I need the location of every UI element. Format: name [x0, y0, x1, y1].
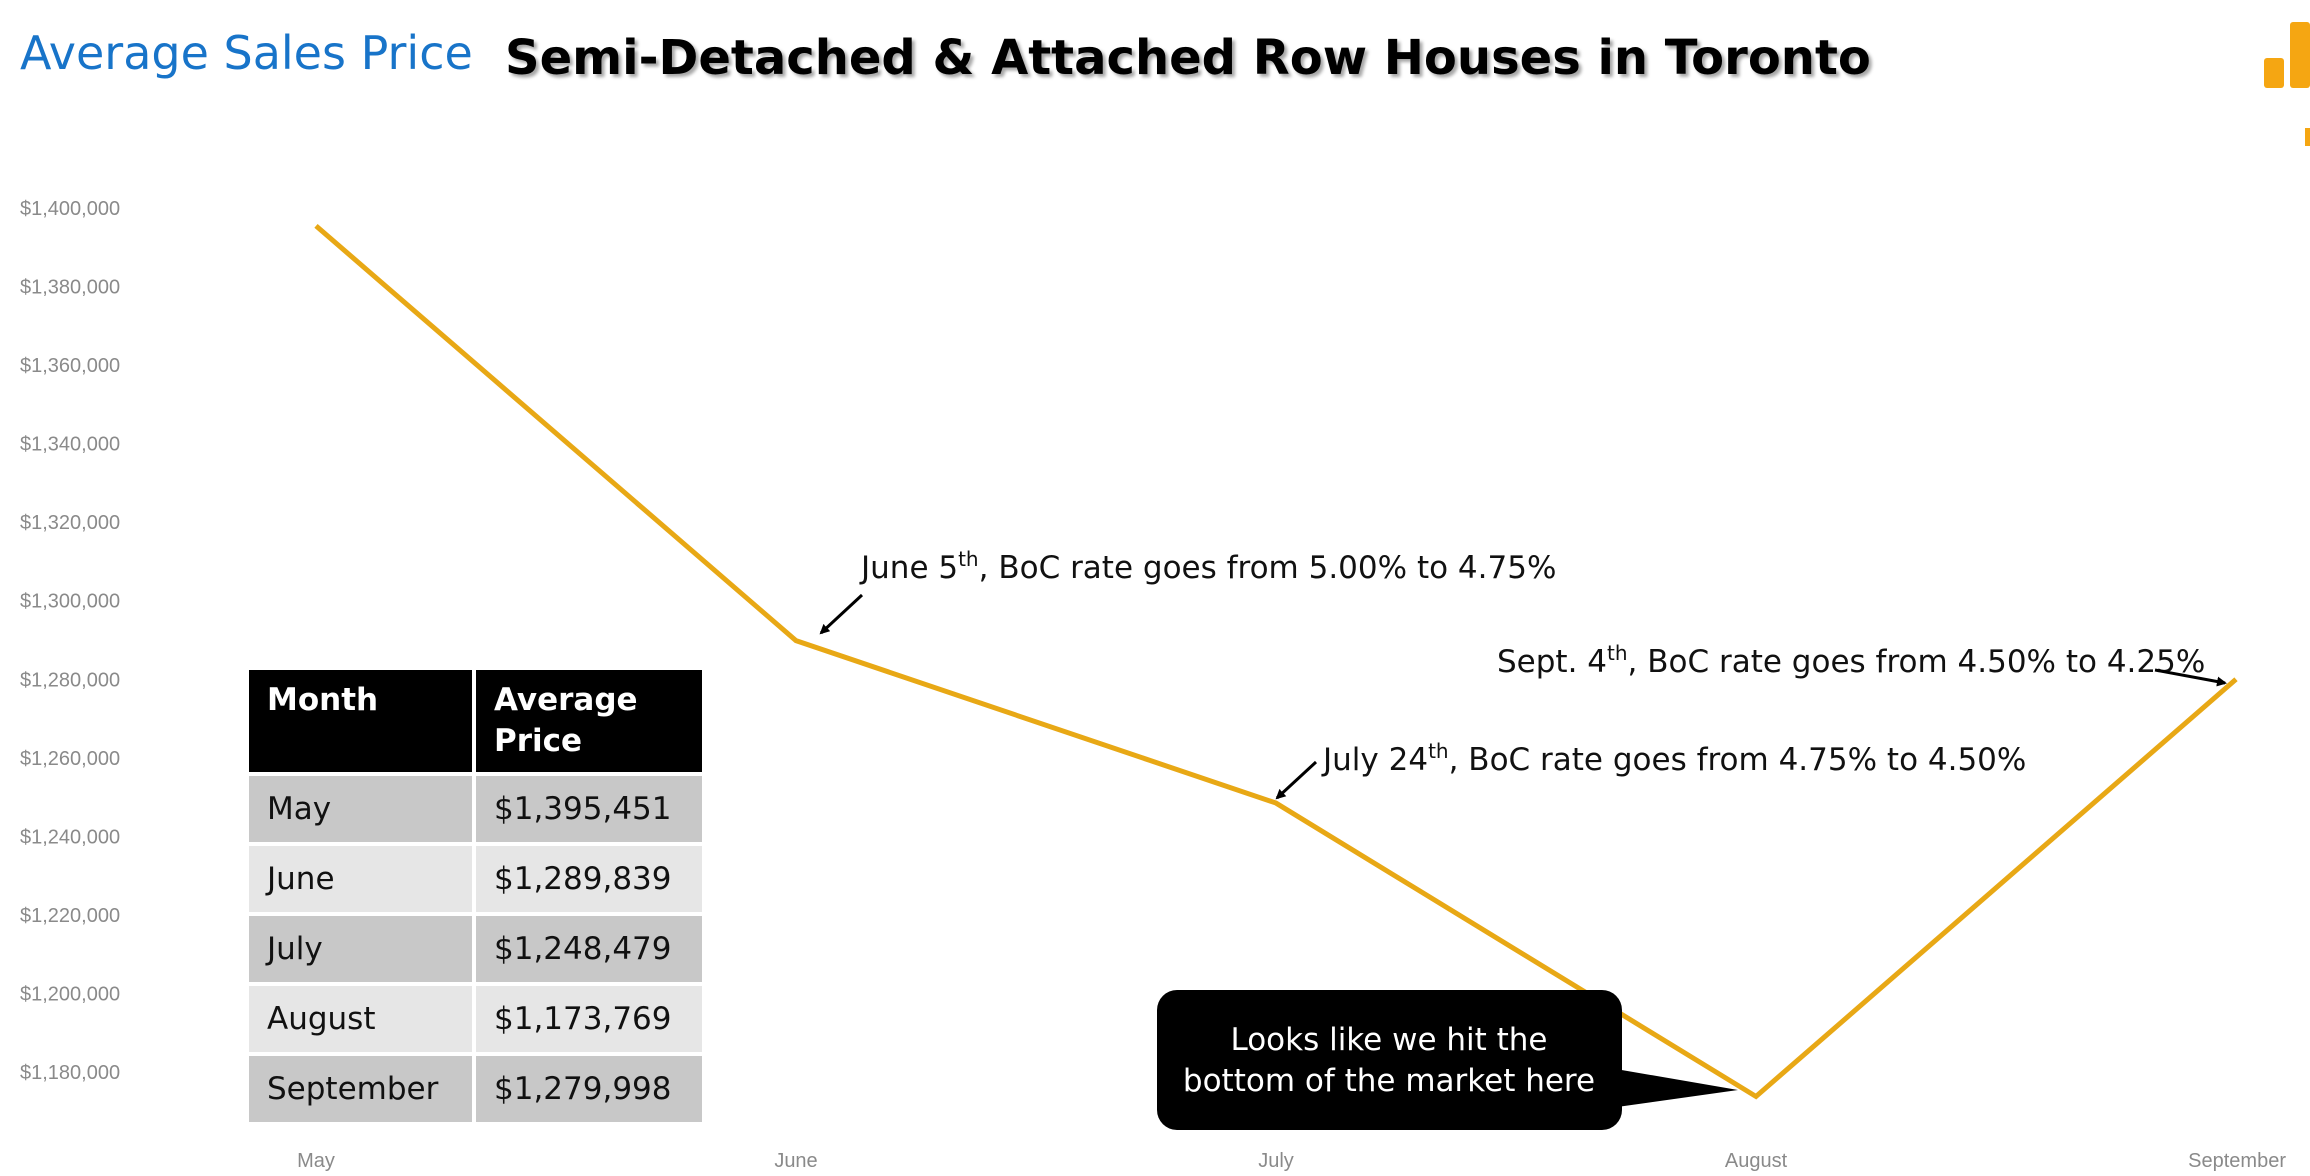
table-header-row: Month Average Price — [249, 670, 702, 772]
bottom-callout: Looks like we hit the bottom of the marke… — [1157, 990, 1738, 1130]
table-row: August $1,173,769 — [249, 986, 702, 1052]
y-tick-label: $1,400,000 — [20, 198, 120, 220]
logo-bar-icon — [2264, 22, 2310, 146]
y-tick-label: $1,320,000 — [20, 512, 120, 534]
y-tick-label: $1,200,000 — [20, 983, 120, 1005]
y-tick-label: $1,300,000 — [20, 591, 120, 613]
table-cell-month: September — [249, 1056, 472, 1122]
x-tick-label: August — [1725, 1150, 1788, 1172]
annotation-arrow — [819, 593, 864, 635]
table-cell-price: $1,395,451 — [476, 776, 702, 842]
y-tick-label: $1,220,000 — [20, 905, 120, 927]
callout-text: Looks like we hit the — [1230, 1022, 1547, 1058]
annotation-text: June 5th, BoC rate goes from 5.00% to 4.… — [859, 547, 1556, 586]
series-line-group — [314, 223, 2238, 1100]
y-tick-label: $1,360,000 — [20, 355, 120, 377]
table-row: July $1,248,479 — [249, 916, 702, 982]
callout-box — [1157, 990, 1622, 1130]
table-cell-month: July — [249, 916, 472, 982]
series-line — [314, 223, 2238, 1100]
table-cell-month: August — [249, 986, 472, 1052]
y-tick-label: $1,260,000 — [20, 748, 120, 770]
x-tick-label: May — [297, 1150, 335, 1172]
logo-fragment — [2305, 128, 2310, 146]
table-cell-price: $1,173,769 — [476, 986, 702, 1052]
table-cell-price: $1,289,839 — [476, 846, 702, 912]
x-tick-label: September — [2188, 1150, 2286, 1172]
x-tick-label: June — [774, 1150, 817, 1172]
y-axis: $1,180,000 $1,200,000 $1,220,000 $1,240,000… — [20, 198, 120, 1084]
table-cell-month: May — [249, 776, 472, 842]
chart-category-title: Average Sales Price — [20, 26, 473, 80]
annotation-text: July 24th, BoC rate goes from 4.75% to 4… — [1321, 739, 2026, 778]
chart-main-title: Semi-Detached & Attached Row Houses in T… — [505, 30, 1871, 86]
y-tick-label: $1,280,000 — [20, 669, 120, 691]
annotation-arrow — [2154, 668, 2227, 687]
y-tick-label: $1,180,000 — [20, 1062, 120, 1084]
x-tick-label: July — [1258, 1150, 1294, 1172]
x-axis: May June July August September — [297, 1150, 2286, 1172]
table-row: May $1,395,451 — [249, 776, 702, 842]
table-row: September $1,279,998 — [249, 1056, 702, 1122]
table-cell-price: $1,248,479 — [476, 916, 702, 982]
y-tick-label: $1,240,000 — [20, 826, 120, 848]
logo-bar — [2290, 22, 2310, 88]
y-tick-label: $1,340,000 — [20, 434, 120, 456]
annotation-arrow — [1275, 760, 1318, 800]
callout-text: bottom of the market here — [1183, 1063, 1595, 1099]
column-header-average-price: Average Price — [476, 670, 702, 772]
annotation-text: Sept. 4th, BoC rate goes from 4.50% to 4… — [1497, 641, 2205, 680]
callout-pointer — [1610, 1068, 1738, 1108]
logo-bar — [2264, 58, 2284, 88]
y-tick-label: $1,380,000 — [20, 277, 120, 299]
price-table: Month Average Price May $1,395,451 June … — [245, 666, 706, 1126]
annotations: June 5th, BoC rate goes from 5.00% to 4.… — [819, 547, 2227, 800]
column-header-month: Month — [249, 670, 472, 772]
table-row: June $1,289,839 — [249, 846, 702, 912]
table-cell-price: $1,279,998 — [476, 1056, 702, 1122]
table-cell-month: June — [249, 846, 472, 912]
